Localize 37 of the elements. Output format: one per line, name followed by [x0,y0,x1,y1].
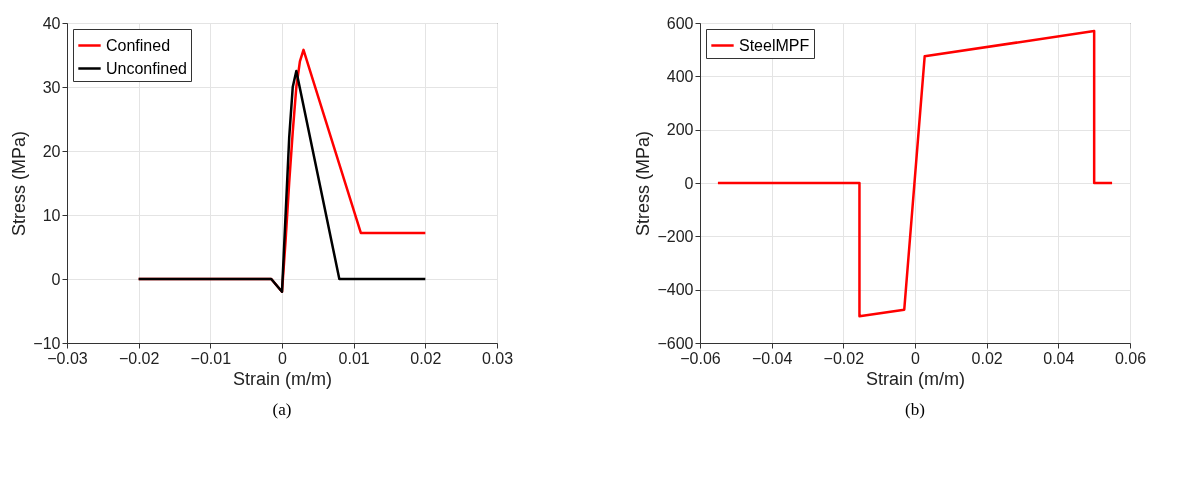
x-axis-title: Strain (m/m) [866,368,965,389]
y-axis-title: Stress (MPa) [633,130,654,237]
y-tick-label: 10 [42,206,61,224]
y-tick-label: 0 [51,270,61,288]
y-tick-label: 20 [42,142,61,160]
x-tick-label: 0.01 [338,349,370,367]
legend-label: SteelMPF [739,36,810,54]
line-series [716,29,1114,318]
y-tick-label: −400 [657,281,694,299]
y-tick-label: 40 [42,14,61,32]
y-tick-label: −600 [657,334,694,352]
legend-label: Confined [106,36,171,54]
x-tick-label: −0.03 [47,349,88,367]
x-tick-label: −0.06 [680,349,721,367]
y-tick-label: −10 [33,334,61,352]
x-tick-label: 0.04 [1043,349,1075,367]
x-tick-label: −0.01 [190,349,232,367]
y-tick-label: −200 [657,227,694,245]
x-tick-label: 0.06 [1114,349,1147,367]
x-tick-label: −0.04 [751,349,793,367]
x-tick-label: 0.03 [481,349,514,367]
y-tick-label: 600 [666,14,694,32]
text: (a) [272,400,292,419]
y-axis-title: Stress (MPa) [9,130,30,237]
x-tick-label: 0.02 [971,349,1003,367]
x-tick-label: 0.02 [410,349,442,367]
text: (b) [905,400,925,419]
x-axis-title: Strain (m/m) [233,368,332,389]
y-tick-label: 200 [666,121,694,139]
x-tick-label: 0 [278,349,288,367]
y-tick-label: 0 [684,174,694,192]
x-tick-label: 0 [911,349,921,367]
y-tick-label: 400 [666,67,694,85]
x-tick-label: −0.02 [823,349,865,367]
y-tick-label: 30 [42,78,61,96]
x-tick-label: −0.02 [118,349,160,367]
legend-label: Unconfined [106,59,187,77]
